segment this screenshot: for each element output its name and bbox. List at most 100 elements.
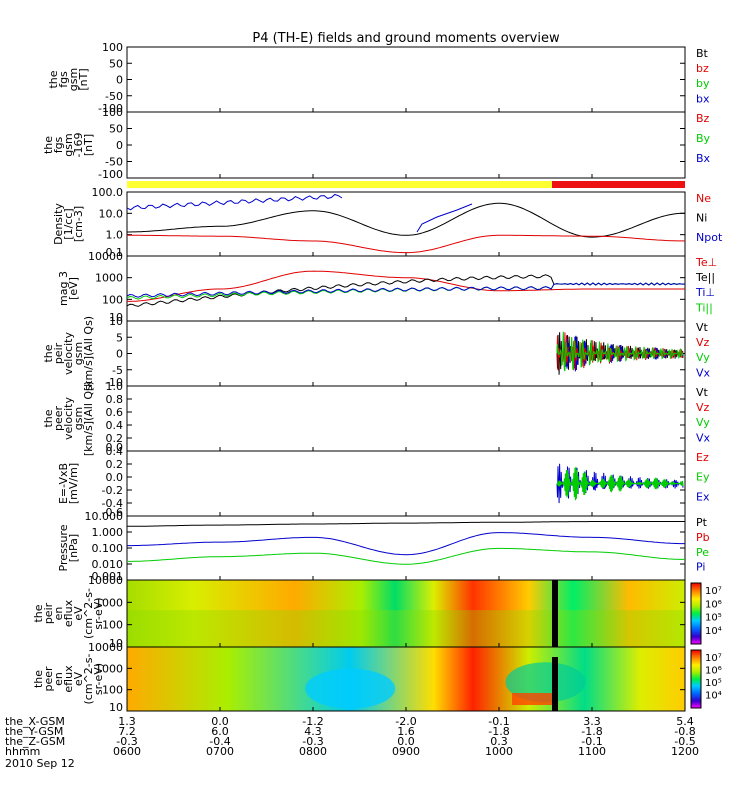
y-axis-label-line: en bbox=[52, 607, 65, 621]
colorbar-label: 10⁴ bbox=[705, 691, 722, 702]
x-axis-value: -0.8 bbox=[674, 725, 695, 738]
series-burst bbox=[556, 466, 684, 501]
y-tick-label: 10 bbox=[109, 311, 123, 324]
y-tick-label: 1.0 bbox=[106, 229, 124, 242]
panel-fgs: 100 50 0 -50-100 thefgsgsm[nT] Bt bz by bx bbox=[47, 41, 710, 115]
x-axis-row-label: the_X-GSM bbox=[5, 715, 65, 728]
series-Pi bbox=[127, 532, 685, 556]
x-axis-row-label: the_Z-GSM bbox=[5, 735, 65, 748]
y-tick-label: 0 bbox=[116, 74, 123, 87]
y-axis-label-line: gsm bbox=[72, 407, 85, 430]
y-axis-label-line: (cm^2-s- bbox=[82, 654, 95, 705]
legend-entry: Vy bbox=[696, 416, 710, 429]
y-axis-label-line: peer bbox=[42, 666, 55, 692]
y-tick-label: 0.2 bbox=[106, 432, 124, 445]
spectrogram-blob bbox=[305, 668, 396, 709]
y-tick-label: -5 bbox=[112, 364, 123, 377]
y-tick-label: 10000 bbox=[88, 250, 123, 263]
x-axis-value: -0.4 bbox=[209, 735, 230, 748]
y-axis-label-line: eflux bbox=[62, 665, 75, 693]
y-tick-label: 1.000 bbox=[92, 526, 124, 539]
y-tick-label: -100 bbox=[98, 102, 123, 115]
y-tick-label: -50 bbox=[105, 156, 123, 169]
y-axis-label-line: the bbox=[32, 670, 45, 688]
colorbar-label: 10⁶ bbox=[705, 666, 722, 677]
colorbar-label: 10⁶ bbox=[705, 599, 722, 610]
x-axis-value: -1.8 bbox=[488, 725, 509, 738]
x-axis-value: 0.3 bbox=[490, 735, 508, 748]
legend-entry: Vt bbox=[696, 321, 709, 334]
y-axis-label-line: [cm-3] bbox=[72, 206, 85, 242]
x-axis-value: 4.3 bbox=[304, 725, 322, 738]
y-axis-label: mag 3[eV] bbox=[57, 271, 80, 306]
legend-entry: Pe bbox=[696, 546, 709, 559]
y-tick-label: -0.4 bbox=[102, 497, 123, 510]
series-Te⊥ bbox=[127, 270, 685, 302]
y-tick-label: -10 bbox=[105, 376, 123, 389]
y-tick-label: -0.2 bbox=[102, 484, 123, 497]
legend-entry: Pt bbox=[696, 516, 708, 529]
legend-entry: Ez bbox=[696, 451, 709, 464]
y-axis-label-line: [nT] bbox=[82, 134, 95, 156]
legend-entry: Ey bbox=[696, 471, 710, 484]
series-Ne bbox=[127, 234, 686, 254]
panel-frame bbox=[126, 111, 686, 179]
y-tick-label: 0.4 bbox=[106, 419, 124, 432]
y-tick-label: 1000 bbox=[95, 662, 123, 675]
series-Npot bbox=[416, 203, 473, 233]
x-axis-value: -0.1 bbox=[488, 715, 509, 728]
y-axis-label: Pressure[nPa] bbox=[57, 524, 80, 571]
colorbar-label: 10⁵ bbox=[705, 613, 722, 624]
y-axis-label-line: velocity bbox=[62, 397, 75, 440]
y-tick-label: 50 bbox=[109, 123, 123, 136]
y-axis-label-line: sr-eV) bbox=[92, 597, 105, 629]
x-axis-value: -0.1 bbox=[581, 735, 602, 748]
y-axis-label-line: gsm bbox=[62, 133, 75, 156]
y-axis-label-line: [eV] bbox=[67, 277, 80, 300]
x-axis-value: -0.5 bbox=[674, 735, 695, 748]
legend-entry: Ni bbox=[696, 211, 707, 224]
spectrogram-blob bbox=[505, 662, 586, 703]
y-tick-label: 10.0 bbox=[99, 207, 124, 220]
y-tick-label: 100 bbox=[102, 619, 123, 632]
y-axis-label-line: [km/s](All Qs) bbox=[82, 381, 95, 456]
x-axis-value: 3.3 bbox=[583, 715, 601, 728]
y-axis-label: thefgsgsm-169[nT] bbox=[42, 133, 95, 158]
colorbar-label: 10⁵ bbox=[705, 678, 722, 689]
panel-peir_en: 10000 1000 100 10 thepeirenefluxeV(cm^2-s-sr… bbox=[32, 574, 722, 650]
x-axis-value: 1200 bbox=[671, 745, 699, 758]
y-tick-label: 100.0 bbox=[92, 186, 124, 199]
legend-entry: bz bbox=[696, 62, 709, 75]
y-tick-label: 0.6 bbox=[106, 406, 124, 419]
legend-entry: Vz bbox=[696, 336, 710, 349]
y-axis-label-line: mag 3 bbox=[57, 271, 70, 306]
y-tick-label: 100 bbox=[102, 41, 123, 54]
y-axis-label: E=-VxB[mV/m] bbox=[57, 463, 80, 504]
panel-density: 100.0 10.0 1.0 0.1 Density[1/cc][cm-3] Ne Ni Np… bbox=[52, 186, 723, 259]
x-axis-value: 1.6 bbox=[397, 725, 415, 738]
y-tick-label: 5 bbox=[116, 331, 123, 344]
y-axis-label-line: E=-VxB bbox=[57, 463, 70, 504]
y-tick-label: 50 bbox=[109, 57, 123, 70]
y-axis-label-line: sr-eV) bbox=[92, 663, 105, 695]
legend-entry: Npot bbox=[696, 231, 723, 244]
y-axis-label-line: the bbox=[42, 409, 55, 427]
y-tick-label: 1000 bbox=[95, 596, 123, 609]
y-tick-label: 0.001 bbox=[92, 570, 124, 583]
y-tick-label: -0.6 bbox=[102, 506, 123, 519]
colorbar-label: 10⁷ bbox=[705, 653, 722, 664]
series-Pt bbox=[127, 521, 685, 527]
y-tick-label: 100 bbox=[102, 293, 123, 306]
y-tick-label: 1.0 bbox=[106, 380, 124, 393]
y-tick-label: 10000 bbox=[88, 574, 123, 587]
y-axis-label-line: -169 bbox=[72, 133, 85, 158]
x-axis-value: -0.3 bbox=[116, 735, 137, 748]
spectrogram-gap bbox=[552, 657, 558, 711]
spectrogram-peer bbox=[127, 647, 685, 711]
x-axis-value: 7.2 bbox=[118, 725, 136, 738]
y-axis-label-line: eV bbox=[72, 606, 85, 621]
x-axis-value: 0.0 bbox=[211, 715, 229, 728]
y-tick-label: 10000 bbox=[88, 641, 123, 654]
y-axis-label-line: en bbox=[52, 672, 65, 686]
